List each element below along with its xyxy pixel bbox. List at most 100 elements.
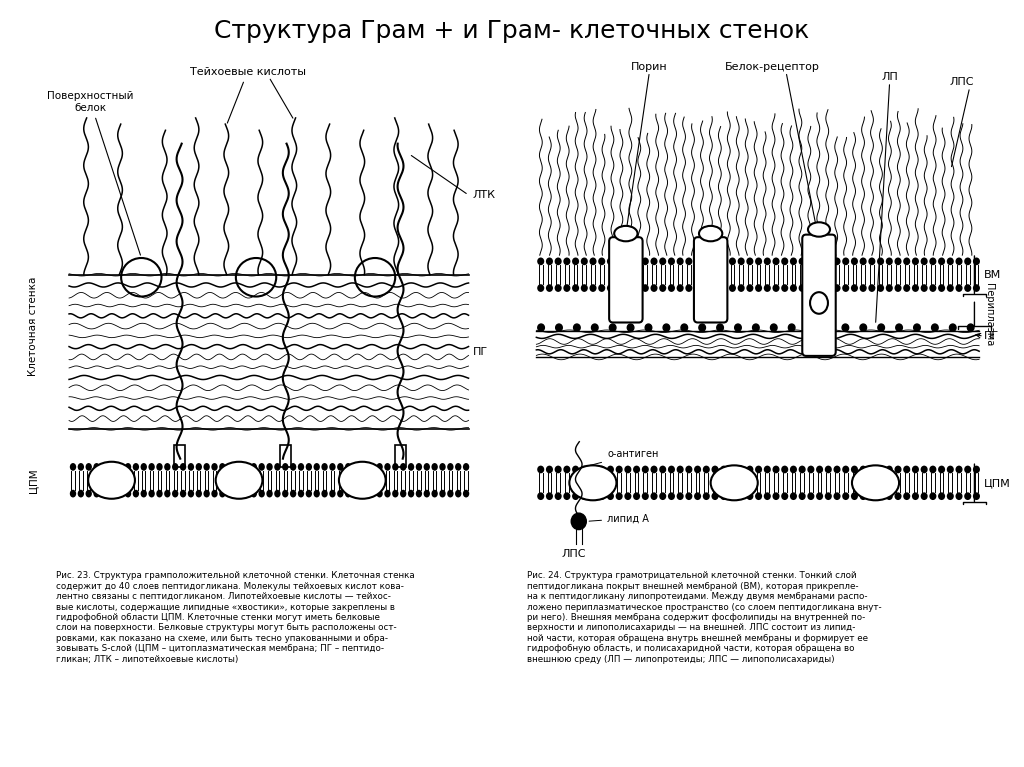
Circle shape (859, 466, 866, 473)
Circle shape (903, 258, 910, 265)
Circle shape (546, 466, 553, 473)
Circle shape (668, 466, 675, 473)
Circle shape (322, 490, 328, 498)
Circle shape (949, 324, 956, 331)
Circle shape (712, 258, 719, 265)
Circle shape (729, 466, 736, 473)
Circle shape (615, 258, 623, 265)
Circle shape (737, 466, 744, 473)
Circle shape (642, 466, 649, 473)
Circle shape (720, 285, 727, 292)
Circle shape (834, 285, 841, 292)
Circle shape (598, 466, 605, 473)
Circle shape (930, 285, 936, 292)
Circle shape (164, 490, 171, 498)
Circle shape (546, 285, 553, 292)
Circle shape (755, 492, 762, 500)
Circle shape (895, 285, 901, 292)
Circle shape (938, 258, 945, 265)
Circle shape (781, 258, 788, 265)
Circle shape (677, 466, 684, 473)
Circle shape (555, 466, 562, 473)
Circle shape (737, 285, 744, 292)
Circle shape (282, 463, 289, 471)
Circle shape (463, 463, 469, 471)
Circle shape (913, 324, 921, 331)
Circle shape (842, 324, 849, 331)
Circle shape (712, 492, 719, 500)
Circle shape (592, 324, 598, 331)
Ellipse shape (699, 225, 722, 242)
Circle shape (720, 258, 727, 265)
Circle shape (668, 285, 675, 292)
Circle shape (180, 463, 186, 471)
Bar (281, 446, 291, 467)
Circle shape (685, 285, 692, 292)
Circle shape (172, 490, 178, 498)
Circle shape (86, 463, 92, 471)
Circle shape (816, 466, 823, 473)
Circle shape (799, 258, 806, 265)
Circle shape (408, 490, 415, 498)
Circle shape (921, 285, 928, 292)
Circle shape (196, 463, 202, 471)
Circle shape (842, 492, 849, 500)
Circle shape (790, 285, 797, 292)
Circle shape (717, 324, 723, 331)
Circle shape (746, 466, 754, 473)
Circle shape (734, 324, 741, 331)
Circle shape (234, 490, 242, 498)
Bar (174, 446, 185, 467)
Circle shape (172, 463, 178, 471)
Circle shape (607, 466, 614, 473)
Circle shape (642, 285, 649, 292)
Circle shape (609, 324, 616, 331)
Circle shape (834, 466, 841, 473)
Circle shape (851, 258, 858, 265)
Circle shape (824, 324, 830, 331)
Circle shape (538, 324, 545, 331)
Text: ПГ: ПГ (473, 347, 487, 357)
Circle shape (694, 466, 701, 473)
Circle shape (955, 285, 963, 292)
Circle shape (353, 490, 359, 498)
Circle shape (625, 258, 632, 265)
Circle shape (664, 324, 670, 331)
Circle shape (400, 490, 407, 498)
Circle shape (455, 463, 462, 471)
Ellipse shape (614, 225, 638, 242)
Circle shape (581, 285, 588, 292)
Text: ЛПС: ЛПС (950, 77, 975, 87)
Text: Рис. 24. Структура грамотрицательной клеточной стенки. Тонкий слой
пептидогликан: Рис. 24. Структура грамотрицательной кле… (527, 571, 882, 663)
Circle shape (729, 285, 736, 292)
Circle shape (538, 466, 545, 473)
Circle shape (78, 490, 84, 498)
Circle shape (938, 285, 945, 292)
Circle shape (455, 490, 462, 498)
Circle shape (439, 490, 445, 498)
Circle shape (463, 490, 469, 498)
Circle shape (538, 492, 545, 500)
Circle shape (842, 466, 849, 473)
Circle shape (746, 492, 754, 500)
Circle shape (772, 285, 779, 292)
Circle shape (965, 285, 971, 292)
Circle shape (930, 492, 936, 500)
Circle shape (781, 492, 788, 500)
Circle shape (555, 285, 562, 292)
Circle shape (799, 466, 806, 473)
Text: ЦПМ: ЦПМ (28, 468, 38, 492)
Circle shape (746, 285, 754, 292)
Circle shape (921, 258, 928, 265)
Circle shape (563, 466, 570, 473)
Circle shape (903, 492, 910, 500)
Text: ЛТК: ЛТК (473, 190, 496, 200)
Ellipse shape (808, 222, 830, 237)
Circle shape (86, 490, 92, 498)
Circle shape (607, 492, 614, 500)
Circle shape (973, 466, 980, 473)
Text: ПГ: ПГ (984, 331, 999, 341)
Circle shape (947, 466, 953, 473)
Circle shape (227, 490, 233, 498)
Circle shape (702, 492, 710, 500)
